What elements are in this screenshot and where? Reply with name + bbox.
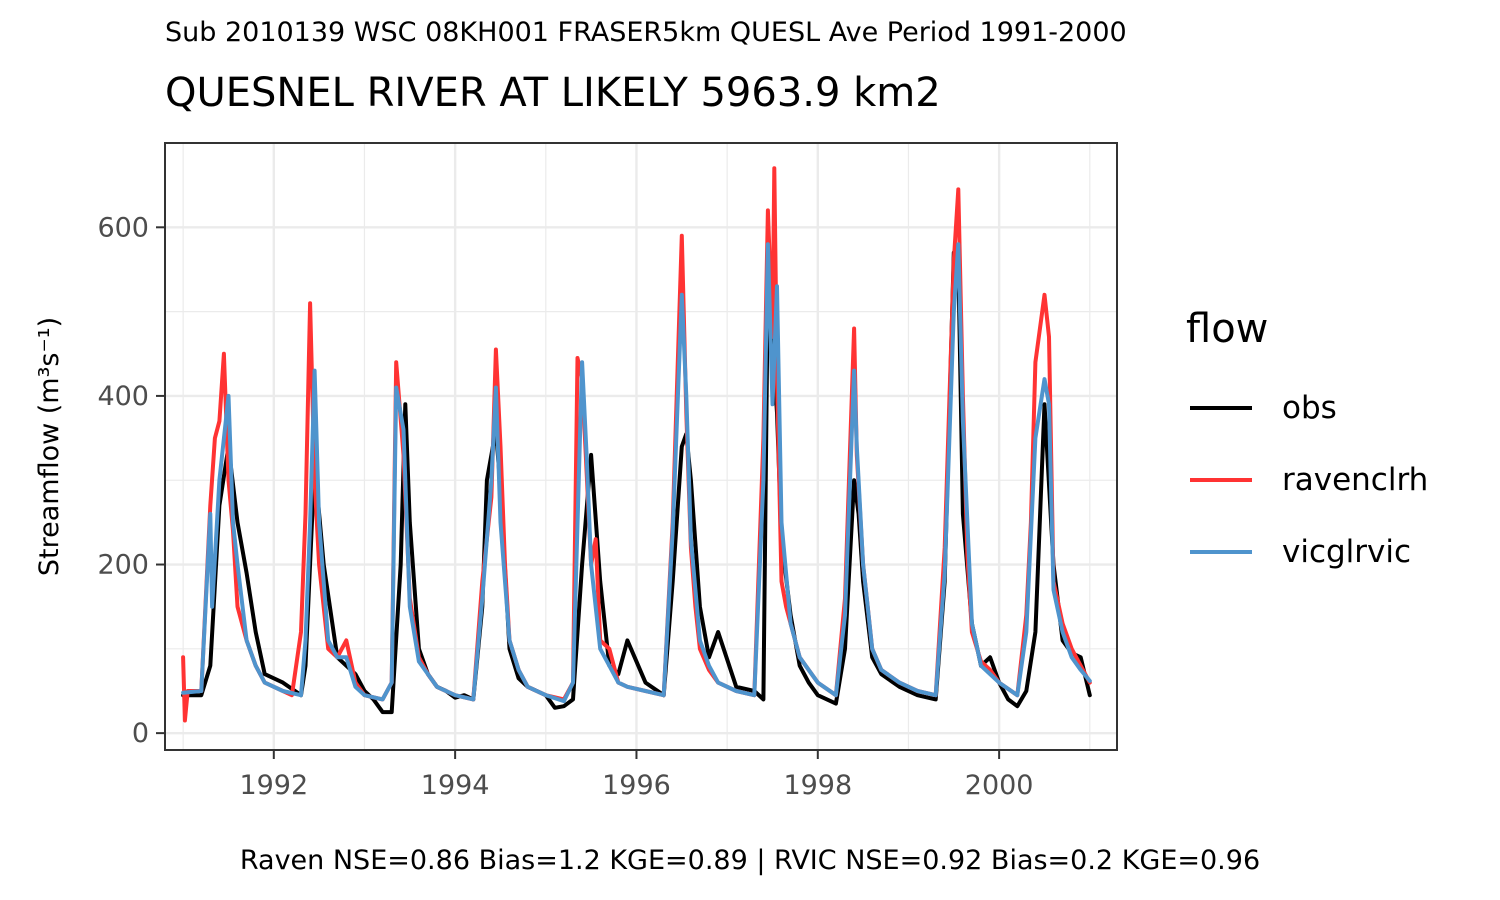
legend-item-obs: obs: [1190, 388, 1337, 428]
y-tick-label: 600: [97, 212, 149, 243]
x-tick-label: 1992: [239, 770, 308, 801]
legend-label: ravenclrh: [1282, 462, 1429, 498]
panel-border: [164, 142, 1118, 751]
legend-label: obs: [1282, 390, 1337, 426]
y-tick-label: 200: [97, 550, 149, 581]
x-tick-label: 2000: [965, 770, 1034, 801]
legend-swatch: [1190, 478, 1252, 482]
series-line-vicglrvic: [181, 242, 1092, 704]
x-tick-label: 1996: [602, 770, 671, 801]
chart-title: QUESNEL RIVER AT LIKELY 5963.9 km2: [165, 70, 941, 116]
x-tick-label: 1994: [421, 770, 490, 801]
legend-title: flow: [1186, 306, 1269, 352]
y-axis-label: Streamflow (m³s⁻¹): [34, 317, 65, 576]
legend-item-vicglrvic: vicglrvic: [1190, 532, 1411, 572]
y-tick-label: 0: [132, 718, 149, 749]
chart-subtitle: Sub 2010139 WSC 08KH001 FRASER5km QUESL …: [165, 17, 1127, 48]
x-tick-label: 1998: [783, 770, 852, 801]
legend-swatch: [1190, 406, 1252, 410]
series-layer: [181, 166, 1092, 723]
y-tick-label: 400: [97, 381, 149, 412]
chart-caption: Raven NSE=0.86 Bias=1.2 KGE=0.89 | RVIC …: [239, 845, 1261, 876]
legend-swatch: [1190, 550, 1252, 554]
legend-item-ravenclrh: ravenclrh: [1190, 460, 1428, 500]
axis-layer: 1992 1994 1996 1998 2000 0 200 400 600: [97, 212, 1033, 801]
legend-label: vicglrvic: [1282, 534, 1412, 570]
